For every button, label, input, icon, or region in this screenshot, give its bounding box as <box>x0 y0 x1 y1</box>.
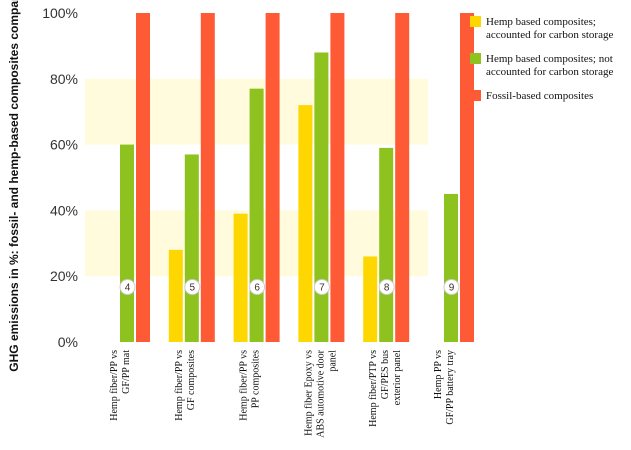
legend-label-line: accounted for carbon storage <box>486 66 613 78</box>
category-badge-number: 5 <box>190 283 196 294</box>
category-badge <box>378 279 395 295</box>
category-badges: 4 5 6 7 8 9 <box>119 279 460 295</box>
x-category-label-line: ABS automotive door <box>315 349 326 437</box>
x-category-label: Hemp PP vs GF/PP battery tray <box>433 350 456 425</box>
x-category-label-line: GF/PP mat <box>121 350 132 394</box>
y-tick-label: 80% <box>50 71 78 87</box>
x-category-label-line: GF composites <box>186 350 197 410</box>
bar-cat2-series1 <box>249 88 264 342</box>
bar-cat4-series1 <box>379 147 394 342</box>
x-category-label: Hemp fiber/PP vs PP composites <box>239 350 262 421</box>
y-tick-label: 40% <box>50 202 78 218</box>
x-category-label-line: Hemp fiber Epoxy vs <box>303 350 314 436</box>
bar-cat0-series2 <box>136 13 150 342</box>
bar-cat3-series1 <box>314 52 329 342</box>
category-badge-number: 6 <box>254 283 260 294</box>
x-category-label-line: Hemp fiber/PP vs <box>109 350 120 421</box>
category-badge-number: 9 <box>449 283 455 294</box>
bar-cat1-series2 <box>200 13 215 342</box>
legend-label-line: Hemp based composites; not <box>486 53 613 65</box>
y-axis-label: GHG emissions in %: fossil- and hemp-bas… <box>7 0 21 372</box>
x-category-label-line: Hemp fiber/PP vs <box>174 350 185 421</box>
bar-cat4-series2 <box>395 13 410 342</box>
bar-cat1-series0 <box>168 249 183 342</box>
x-category-label-line: Hemp fiber/PP vs <box>239 350 250 421</box>
legend-swatch <box>470 16 481 27</box>
y-tick-label: 100% <box>42 5 78 21</box>
bar-cat1-series1 <box>184 154 199 342</box>
x-category-label: Hemp fiber/PP vs GF composites <box>174 350 197 421</box>
legend-label-line: Fossil-based composites <box>486 90 593 102</box>
category-badge <box>249 279 266 295</box>
x-category-label-line: GF/PES bus <box>380 350 391 399</box>
legend-swatch <box>470 53 481 64</box>
bar-cat3-series2 <box>330 13 345 342</box>
bar-cat2-series0 <box>233 213 248 342</box>
x-category-label: Hemp fiber/PP vs GF/PP mat <box>109 350 132 421</box>
y-tick-label: 60% <box>50 137 78 153</box>
legend: Hemp based composites;accounted for carb… <box>470 16 613 102</box>
bar-cat5-series1 <box>444 193 458 342</box>
x-category-label-line: PP composites <box>251 350 262 408</box>
category-badge-number: 7 <box>319 283 325 294</box>
x-category-label-line: panel <box>327 350 338 372</box>
legend-label-line: accounted for carbon storage <box>486 29 613 41</box>
bar-cat0-series1 <box>120 144 134 342</box>
bar-cat3-series0 <box>298 105 313 343</box>
x-category-label-line: Hemp PP vs <box>433 350 444 399</box>
x-category-label-line: Hemp fiber/PTP vs <box>368 350 379 427</box>
category-badge-number: 4 <box>125 283 131 294</box>
category-badge-number: 8 <box>384 283 390 294</box>
x-category-label: Hemp fiber Epoxy vs ABS automotive door pa… <box>303 349 338 437</box>
bar-cat4-series0 <box>363 256 378 342</box>
category-badge <box>119 279 136 295</box>
x-category-label-line: GF/PP battery tray <box>445 350 456 425</box>
x-category-label-line: exterior panel <box>392 350 403 405</box>
category-badge <box>313 279 330 295</box>
x-axis-labels: Hemp fiber/PP vs GF/PP mat Hemp fiber/PP v… <box>109 349 456 437</box>
legend-swatch <box>470 90 481 101</box>
x-category-label: Hemp fiber/PTP vs GF/PES bus exterior pane… <box>368 350 403 427</box>
legend-label-line: Hemp based composites; <box>486 16 596 28</box>
y-tick-label: 20% <box>50 268 78 284</box>
y-axis: 0% 20% 40% 60% 80% 100% <box>42 5 78 350</box>
category-badge <box>184 279 201 295</box>
category-badge <box>443 279 460 295</box>
y-tick-label: 0% <box>58 334 78 350</box>
bar-cat2-series2 <box>265 13 280 342</box>
bars <box>120 13 474 343</box>
